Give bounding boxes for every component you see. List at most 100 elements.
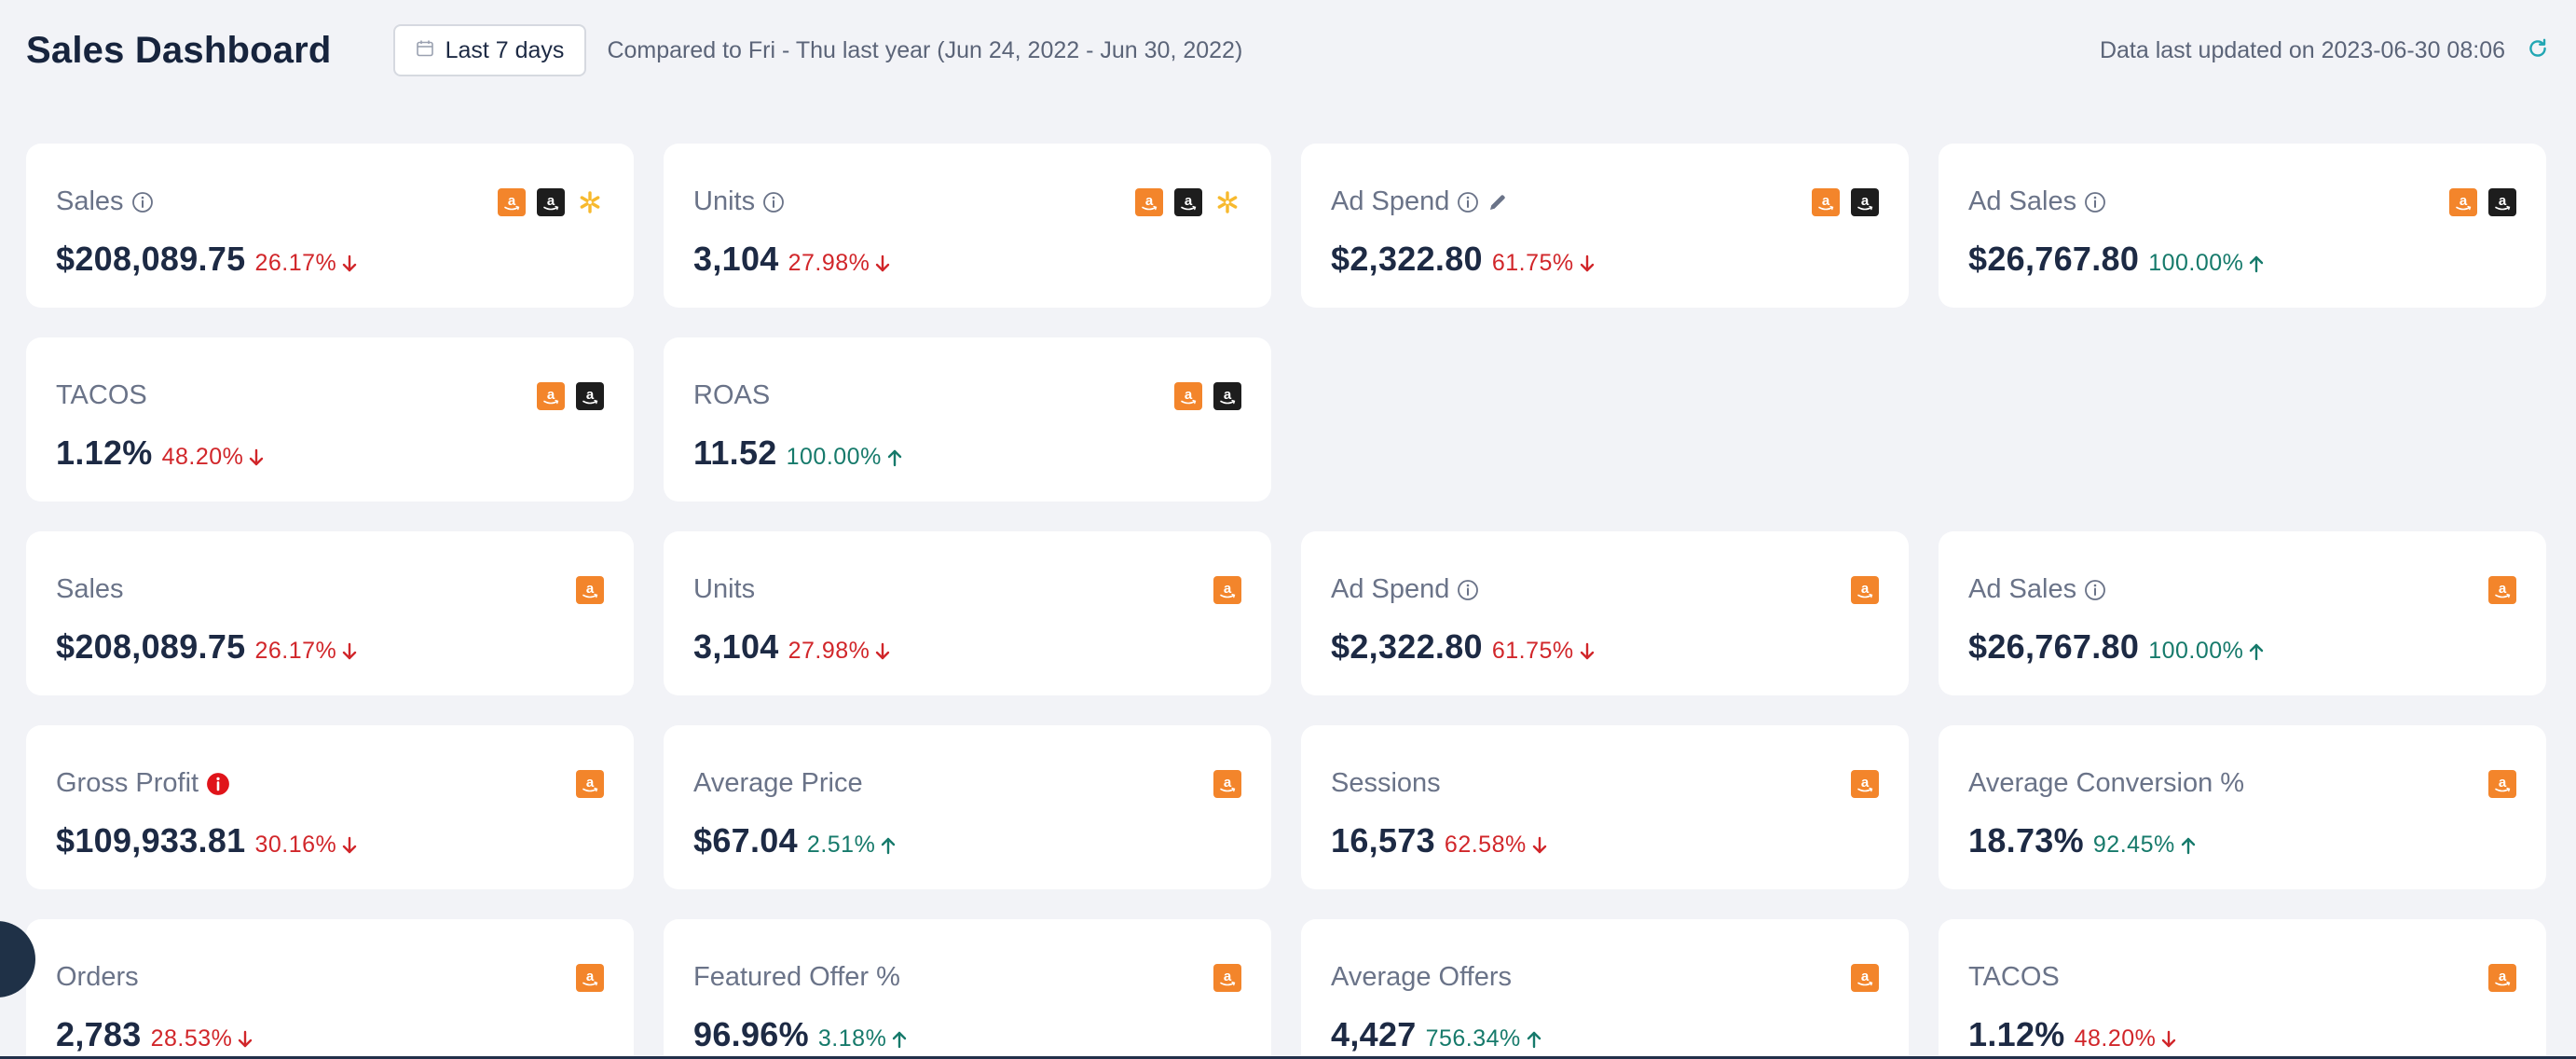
info-icon[interactable]: [1457, 579, 1479, 601]
arrow-down-icon: [340, 254, 359, 274]
metric-change-value: 30.16%: [254, 832, 337, 858]
metric-title: Gross Profit: [56, 768, 199, 798]
metric-title: Sales: [56, 186, 124, 216]
date-range-label: Last 7 days: [445, 36, 565, 63]
metric-title: Ad Sales: [1968, 186, 2077, 216]
amazon-icon: a: [2488, 964, 2516, 992]
metric-card[interactable]: Sales a $208,089.75 26.17%: [26, 531, 634, 695]
metric-change-value: 100.00%: [786, 444, 882, 470]
amazon-icon: a: [2488, 576, 2516, 604]
metric-title-row: Featured Offer %: [693, 962, 900, 993]
amazon-icon: a: [2449, 188, 2477, 216]
metric-value-row: $26,767.80 100.00%: [1968, 627, 2266, 667]
marketplace-icons: a: [1213, 964, 1241, 992]
metric-card[interactable]: Sessions a 16,573 62.58%: [1301, 725, 1909, 889]
arrow-down-icon: [1578, 254, 1596, 274]
amazon-icon: a: [576, 770, 604, 798]
metric-title-row: Gross Profit: [56, 768, 230, 799]
arrow-down-icon: [2159, 1029, 2178, 1050]
metric-card[interactable]: Units a a 3,104 27.98%: [664, 144, 1271, 308]
amazon-dark-icon: a: [1213, 382, 1241, 410]
walmart-icon: [1213, 188, 1241, 216]
metric-card[interactable]: Units a 3,104 27.98%: [664, 531, 1271, 695]
metric-title-row: Average Conversion %: [1968, 768, 2244, 799]
metric-card[interactable]: Average Price a $67.04 2.51%: [664, 725, 1271, 889]
metric-title-row: TACOS: [56, 380, 147, 411]
amazon-icon: a: [1174, 382, 1202, 410]
metric-card[interactable]: Average Conversion % a 18.73% 92.45%: [1939, 725, 2546, 889]
alert-icon[interactable]: [206, 772, 230, 796]
metric-title-row: Orders: [56, 962, 139, 993]
amazon-icon: a: [1851, 964, 1879, 992]
svg-text:a: a: [2499, 581, 2507, 597]
info-icon[interactable]: [131, 191, 154, 213]
arrow-down-icon: [236, 1029, 254, 1050]
metric-value-row: $26,767.80 100.00%: [1968, 240, 2266, 279]
metric-value-row: 1.12% 48.20%: [56, 433, 266, 473]
metric-card[interactable]: Ad Sales a a $26,767.80 100.00%: [1939, 144, 2546, 308]
amazon-dark-icon: a: [537, 188, 565, 216]
last-updated-text: Data last updated on 2023-06-30 08:06: [2099, 36, 2505, 63]
svg-text:a: a: [1224, 581, 1232, 597]
metric-title: TACOS: [1968, 962, 2060, 992]
metric-card[interactable]: Gross Profit a $109,933.81 30.16%: [26, 725, 634, 889]
amazon-dark-icon: a: [1851, 188, 1879, 216]
metric-title: Average Conversion %: [1968, 768, 2245, 798]
bottom-border: [0, 1056, 2576, 1059]
metric-change: 61.75%: [1492, 638, 1596, 665]
refresh-icon[interactable]: [2526, 36, 2550, 65]
metric-card[interactable]: ROAS a a 11.52 100.00%: [664, 337, 1271, 502]
metric-card[interactable]: Ad Spend a a $2,322.80 61.75%: [1301, 144, 1909, 308]
metric-change: 92.45%: [2093, 832, 2198, 859]
metric-value-row: $2,322.80 61.75%: [1331, 240, 1596, 279]
metric-value-row: 4,427 756.34%: [1331, 1015, 1543, 1054]
marketplace-icons: a: [1851, 576, 1879, 604]
metric-value: 1.12%: [1968, 1015, 2065, 1053]
metric-card[interactable]: Featured Offer % a 96.96% 3.18%: [664, 919, 1271, 1059]
metric-value-row: 3,104 27.98%: [693, 627, 892, 667]
marketplace-icons: a: [576, 576, 604, 604]
metric-change-value: 61.75%: [1491, 638, 1574, 664]
svg-text:a: a: [2499, 193, 2507, 209]
arrow-up-icon: [2179, 835, 2198, 856]
metric-change: 62.58%: [1445, 832, 1549, 859]
metric-value-row: 16,573 62.58%: [1331, 821, 1549, 860]
metric-value: 3,104: [693, 240, 779, 278]
amazon-icon: a: [1213, 576, 1241, 604]
metric-title-row: Ad Sales: [1968, 574, 2106, 605]
metric-change-value: 26.17%: [254, 638, 337, 664]
metric-title-row: Sessions: [1331, 768, 1441, 799]
metric-title-row: Ad Spend: [1331, 186, 1509, 217]
edit-icon[interactable]: [1487, 191, 1509, 213]
info-icon[interactable]: [1457, 191, 1479, 213]
metric-card[interactable]: TACOS a a 1.12% 48.20%: [26, 337, 634, 502]
metric-card[interactable]: Orders a 2,783 28.53%: [26, 919, 634, 1059]
metric-card[interactable]: TACOS a 1.12% 48.20%: [1939, 919, 2546, 1059]
page-title: Sales Dashboard: [26, 29, 332, 71]
amazon-icon: a: [1213, 964, 1241, 992]
metric-title-row: Sales: [56, 186, 154, 217]
metric-value: 3,104: [693, 627, 779, 666]
info-icon[interactable]: [762, 191, 785, 213]
date-range-button[interactable]: Last 7 days: [392, 24, 587, 76]
metric-card[interactable]: Average Offers a 4,427 756.34%: [1301, 919, 1909, 1059]
svg-text:a: a: [1145, 193, 1154, 209]
info-icon[interactable]: [2084, 579, 2106, 601]
metric-value: $208,089.75: [56, 240, 246, 278]
metric-change: 28.53%: [151, 1025, 255, 1052]
svg-text:a: a: [586, 581, 595, 597]
metric-card[interactable]: Sales a a $208,089.75 26.17%: [26, 144, 634, 308]
metric-title: Featured Offer %: [693, 962, 900, 992]
metric-card[interactable]: Ad Sales a $26,767.80 100.00%: [1939, 531, 2546, 695]
svg-text:a: a: [1224, 969, 1232, 984]
amazon-icon: a: [1812, 188, 1840, 216]
arrow-up-icon: [885, 447, 904, 468]
info-icon[interactable]: [2084, 191, 2106, 213]
metric-card[interactable]: Ad Spend a $2,322.80 61.75%: [1301, 531, 1909, 695]
metric-change-value: 3.18%: [817, 1025, 887, 1052]
metric-change-value: 48.20%: [161, 444, 244, 470]
metric-value-row: 96.96% 3.18%: [693, 1015, 909, 1054]
